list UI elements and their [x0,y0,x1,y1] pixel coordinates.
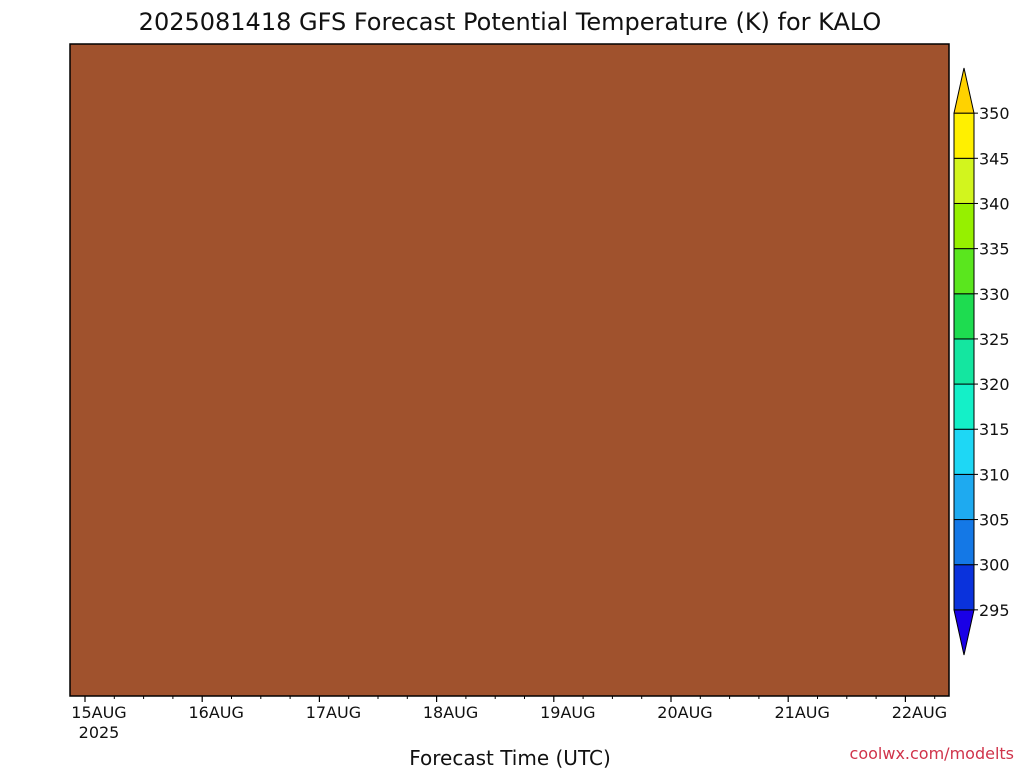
colorbar-label-320: 320 [979,375,1010,394]
colorbar-label-305: 305 [979,511,1010,530]
colorbar-swatch-7 [953,293,975,340]
x-tick-label-15AUG: 15AUG [71,703,126,722]
colorbar-label-330: 330 [979,285,1010,304]
colorbar-label-300: 300 [979,556,1010,575]
x-tick-label-18AUG: 18AUG [423,703,478,722]
plot-area [70,44,949,696]
colorbar-label-335: 335 [979,240,1010,259]
colorbar-label-345: 345 [979,149,1010,168]
colorbar-label-325: 325 [979,330,1010,349]
colorbar-label-350: 350 [979,104,1010,123]
x-tick-label-19AUG: 19AUG [540,703,595,722]
colorbar-swatch-low [953,609,975,656]
x-axis-title: Forecast Time (UTC) [409,746,611,768]
colorbar-swatch-high [953,67,975,114]
x-year-label: 2025 [79,723,120,742]
colorbar-swatch-5 [953,383,975,430]
chart-title: 2025081418 GFS Forecast Potential Temper… [139,8,882,36]
colorbar-swatch-9 [953,202,975,250]
x-tick-label-22AUG: 22AUG [892,703,947,722]
colorbar-label-315: 315 [979,420,1010,439]
colorbar-swatch-3 [953,473,975,521]
x-tick-label-17AUG: 17AUG [306,703,361,722]
plot-frame [69,43,950,697]
colorbar-swatch-10 [953,157,975,204]
colorbar-label-340: 340 [979,194,1010,213]
x-tick-label-21AUG: 21AUG [774,703,829,722]
colorbar-label-310: 310 [979,465,1010,484]
colorbar-swatch-6 [953,338,975,385]
colorbar-swatch-2 [953,519,975,566]
x-tick-label-20AUG: 20AUG [657,703,712,722]
colorbar: 295 300 305 310 315 320 325 330 335 340 345 350 [953,67,1010,656]
colorbar-swatch-11 [953,112,975,159]
colorbar-swatch-1 [953,564,975,611]
colorbar-label-295: 295 [979,601,1010,620]
x-axis: 15AUG 16AUG 17AUG 18AUG 19AUG 20AUG 21AUG 22AUG [71,696,947,722]
credit-text: coolwx.com/modelts [850,744,1014,763]
colorbar-swatch-4 [953,428,975,475]
x-tick-label-16AUG: 16AUG [188,703,243,722]
ground-surface [70,44,949,696]
colorbar-swatch-8 [953,248,975,295]
